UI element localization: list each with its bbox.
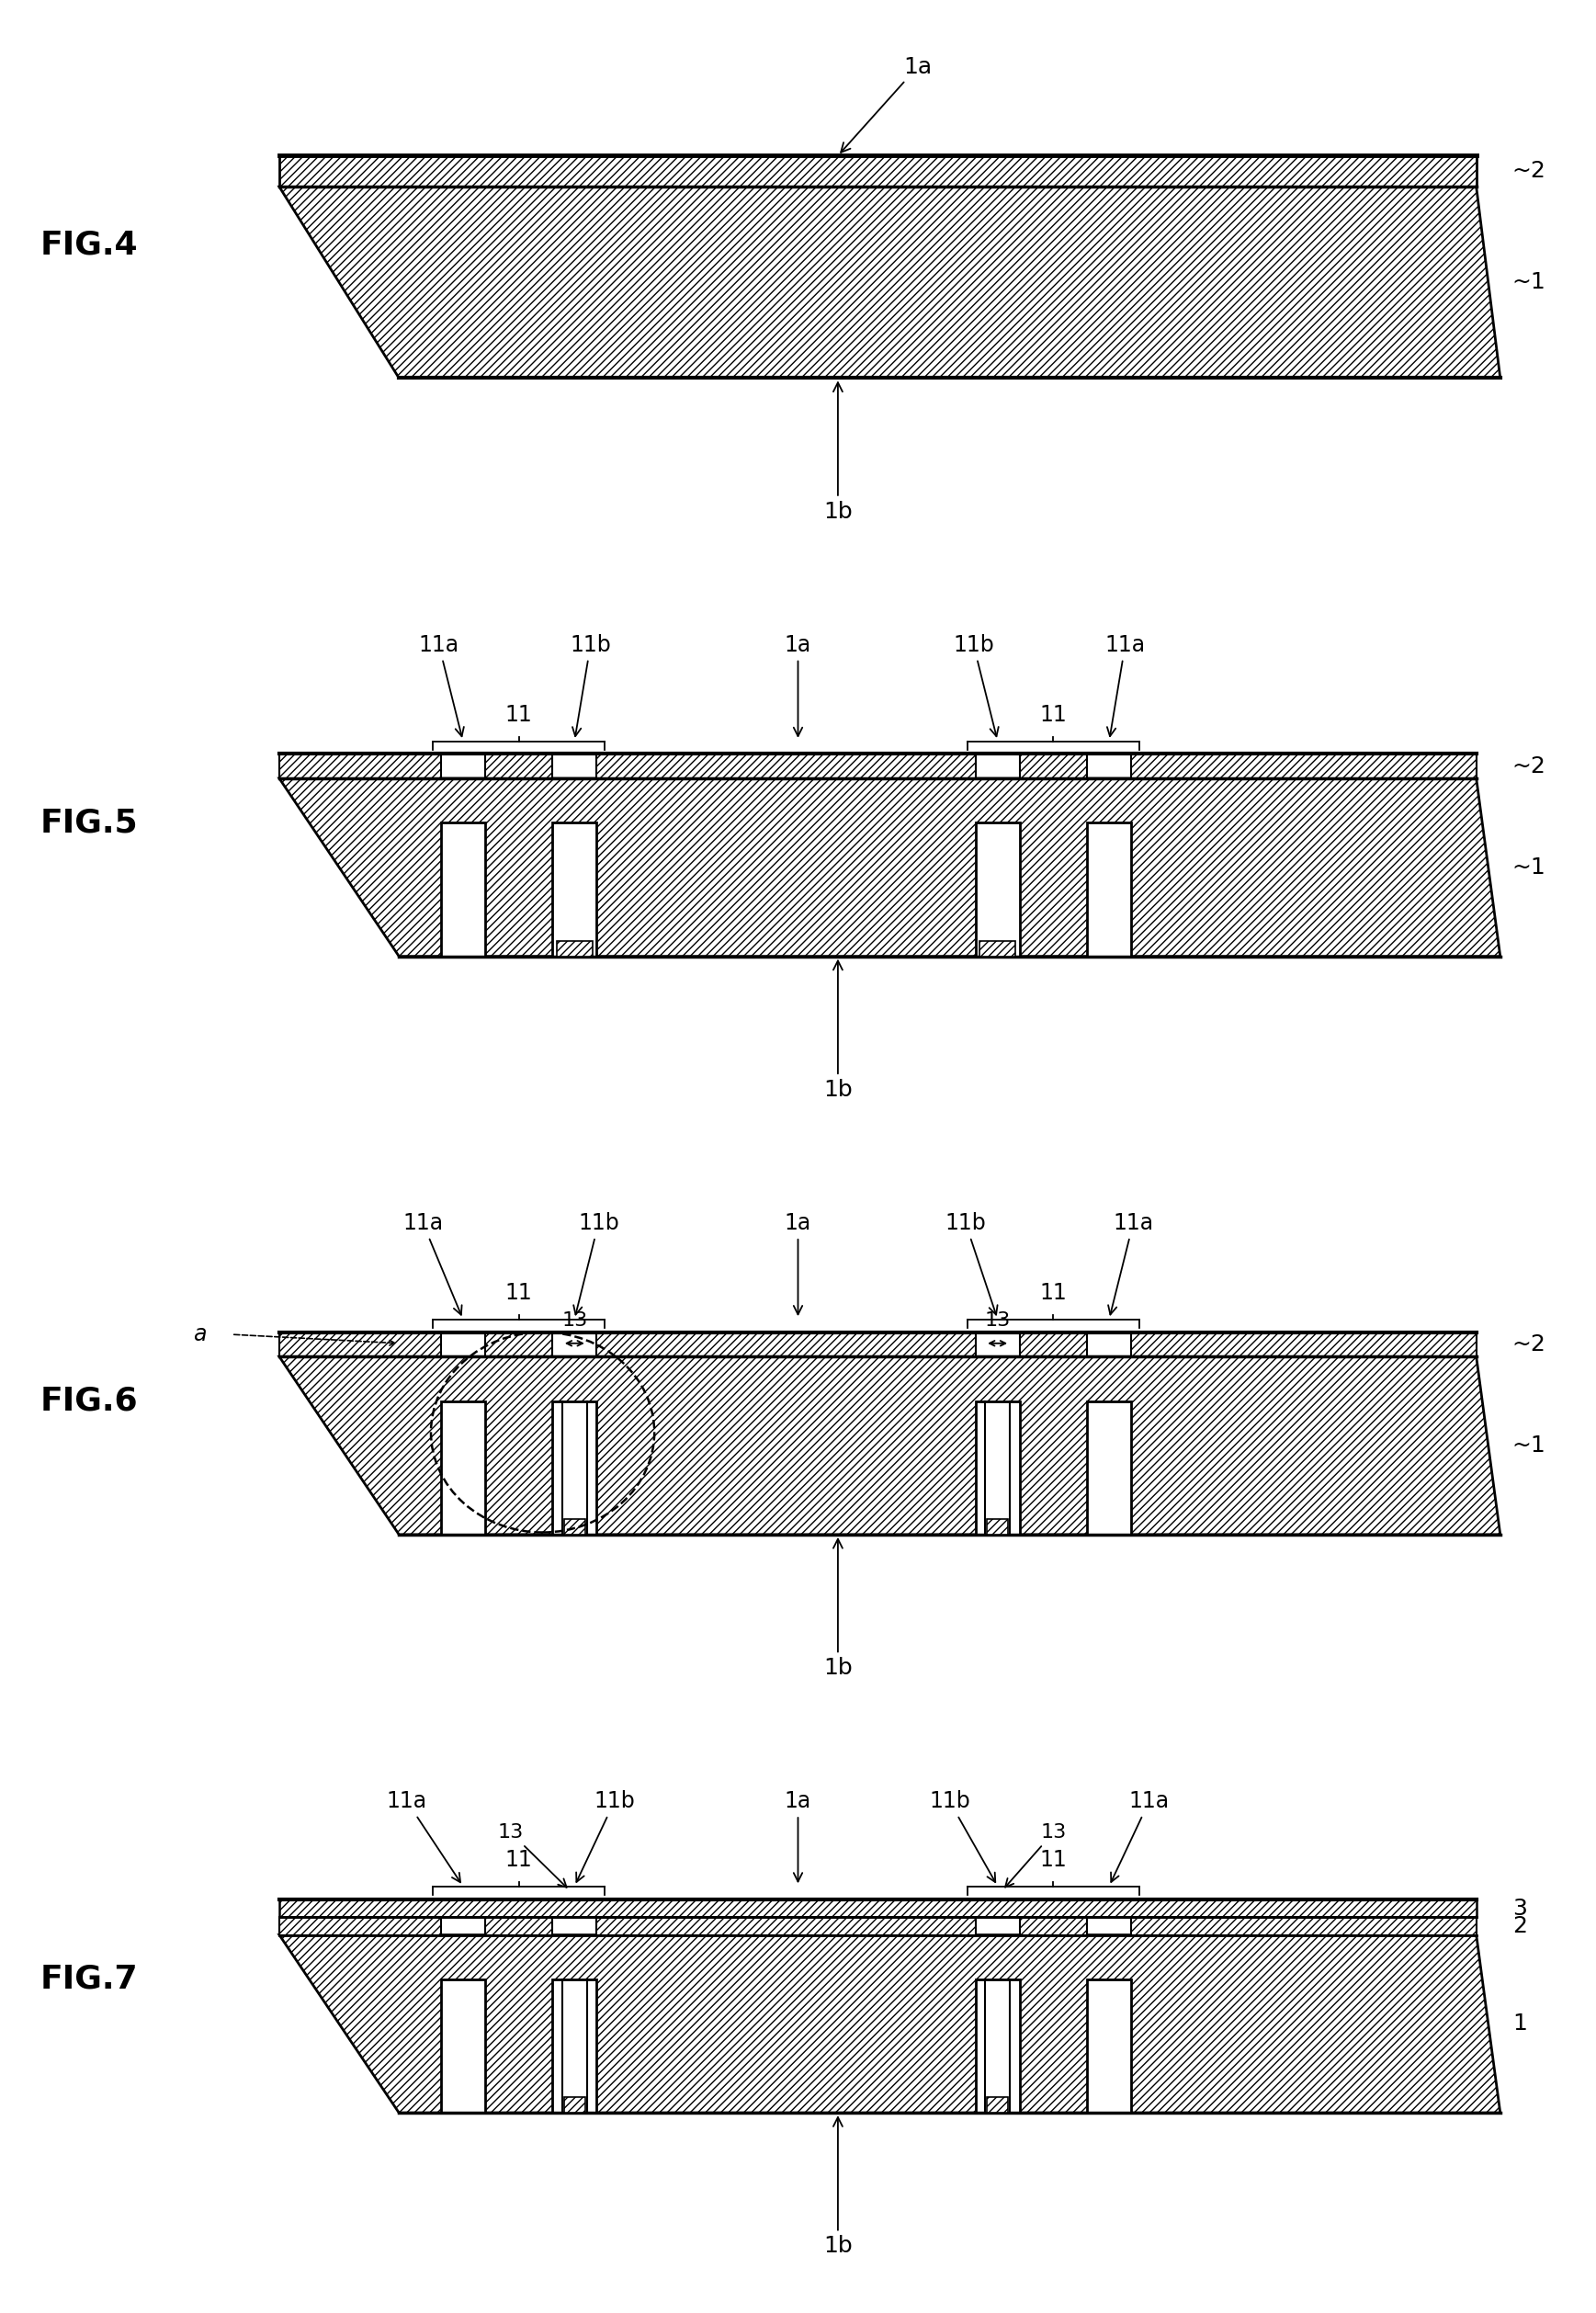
Text: FIG.6: FIG.6: [40, 1385, 137, 1418]
Bar: [279, 1899, 1476, 1917]
Bar: [485, 1917, 552, 1936]
Text: 11b: 11b: [576, 1790, 635, 1883]
Text: 1a: 1a: [841, 56, 932, 153]
Text: 2: 2: [1513, 1915, 1527, 1936]
Bar: [975, 823, 1020, 955]
Text: 1a: 1a: [785, 1790, 811, 1880]
Text: 11b: 11b: [573, 1212, 619, 1314]
Text: 11a: 11a: [386, 1790, 460, 1883]
Text: 11a: 11a: [402, 1212, 461, 1314]
Text: 1a: 1a: [785, 1212, 811, 1314]
Polygon shape: [279, 1358, 1500, 1534]
Text: 1a: 1a: [785, 634, 811, 736]
Text: ~1: ~1: [1513, 1434, 1547, 1457]
Bar: [552, 1402, 597, 1534]
Bar: [975, 1402, 1020, 1534]
Text: 13: 13: [498, 1823, 567, 1887]
Bar: [485, 1332, 552, 1358]
Text: ~2: ~2: [1513, 160, 1547, 183]
Text: 1: 1: [1513, 2012, 1527, 2035]
Text: 11a: 11a: [1111, 1790, 1170, 1883]
Text: 11: 11: [1039, 1281, 1068, 1305]
Bar: [1132, 1917, 1476, 1936]
Polygon shape: [279, 1936, 1500, 2112]
Bar: [440, 823, 485, 955]
Bar: [1020, 1332, 1087, 1358]
Text: 3: 3: [1513, 1897, 1527, 1920]
Text: 11b: 11b: [945, 1212, 998, 1314]
Bar: [563, 1520, 586, 1534]
Bar: [279, 1332, 440, 1358]
Bar: [980, 941, 1015, 955]
Text: 13: 13: [1005, 1823, 1066, 1887]
Text: 11a: 11a: [1104, 634, 1146, 736]
Bar: [1132, 1332, 1476, 1358]
Polygon shape: [279, 779, 1500, 955]
Text: 1b: 1b: [824, 382, 852, 523]
Bar: [552, 823, 597, 955]
Text: 11b: 11b: [953, 634, 999, 736]
Text: ~1: ~1: [1513, 271, 1547, 294]
Bar: [279, 1917, 440, 1936]
Bar: [986, 1520, 1009, 1534]
Bar: [552, 1980, 597, 2112]
Polygon shape: [279, 187, 1500, 377]
Polygon shape: [279, 155, 1476, 187]
Text: 11: 11: [1039, 1850, 1068, 1871]
Bar: [563, 2098, 586, 2112]
Text: 1b: 1b: [824, 1538, 852, 1679]
Text: 11a: 11a: [418, 634, 464, 736]
Text: 11b: 11b: [570, 634, 611, 736]
Text: 1b: 1b: [824, 2116, 852, 2257]
Bar: [279, 754, 440, 779]
Text: 11a: 11a: [1108, 1212, 1154, 1314]
Bar: [557, 941, 592, 955]
Bar: [975, 1980, 1020, 2112]
Text: 1b: 1b: [824, 960, 852, 1101]
Text: 11: 11: [504, 1281, 533, 1305]
Text: ~2: ~2: [1513, 754, 1547, 777]
Bar: [1132, 754, 1476, 779]
Text: FIG.7: FIG.7: [40, 1964, 137, 1996]
Bar: [597, 1917, 975, 1936]
Text: 13: 13: [562, 1311, 587, 1330]
Text: FIG.5: FIG.5: [40, 807, 137, 840]
Bar: [440, 1402, 485, 1534]
Bar: [597, 754, 975, 779]
Bar: [1087, 823, 1132, 955]
Text: 13: 13: [985, 1311, 1010, 1330]
Bar: [440, 1980, 485, 2112]
Bar: [986, 2098, 1009, 2112]
Text: 11: 11: [504, 1850, 533, 1871]
Text: ~1: ~1: [1513, 856, 1547, 879]
Text: FIG.4: FIG.4: [40, 229, 137, 261]
Bar: [1020, 1917, 1087, 1936]
Text: a: a: [193, 1323, 206, 1346]
Text: 11: 11: [1039, 703, 1068, 726]
Bar: [1020, 754, 1087, 779]
Text: 11b: 11b: [929, 1790, 996, 1883]
Bar: [1087, 1980, 1132, 2112]
Bar: [597, 1332, 975, 1358]
Bar: [1087, 1402, 1132, 1534]
Text: ~2: ~2: [1513, 1332, 1547, 1355]
Text: 11: 11: [504, 703, 533, 726]
Bar: [485, 754, 552, 779]
